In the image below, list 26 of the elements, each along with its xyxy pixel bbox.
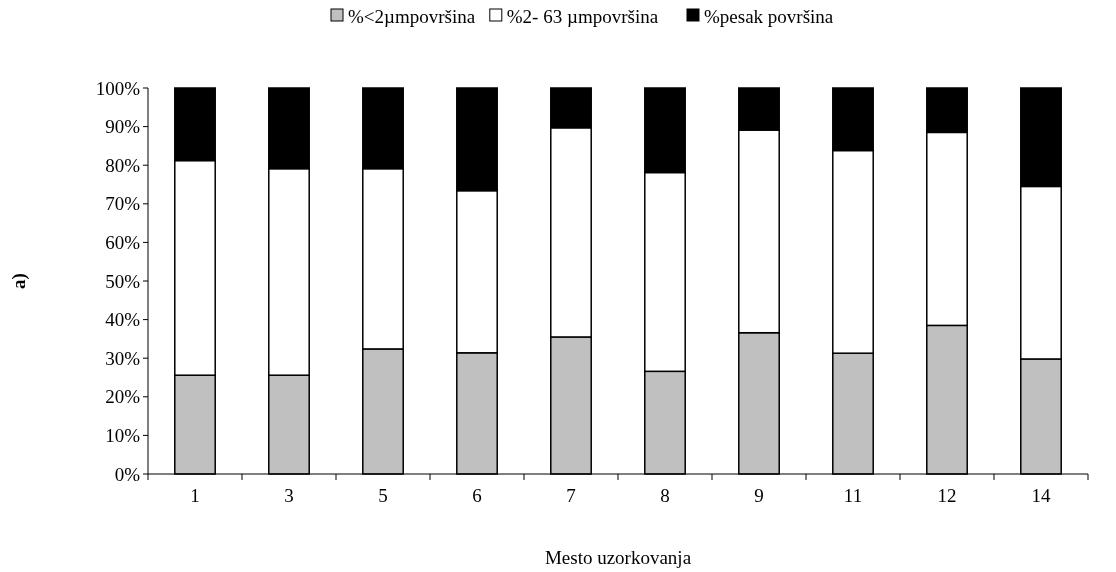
- y-tick-label: 70%: [105, 193, 141, 215]
- y-tick-label: 30%: [105, 347, 141, 369]
- x-tick-label: 3: [284, 485, 294, 506]
- x-axis-title: Mesto uzorkovanja: [544, 547, 692, 568]
- y-tick-label: 80%: [105, 154, 141, 176]
- x-tick-label: 11: [843, 485, 863, 506]
- legend-label: %2- 63 µmpovršina: [506, 5, 659, 27]
- y-tick-label: 90%: [105, 116, 141, 138]
- x-tick-label: 5: [378, 485, 388, 506]
- y-tick-label: 100%: [95, 77, 141, 99]
- y-tick-label: 50%: [105, 270, 141, 292]
- y-tick-label: 40%: [105, 309, 141, 331]
- x-tick-label: 8: [660, 485, 670, 506]
- y-axis-title: a): [8, 273, 30, 289]
- y-tick-label: 60%: [105, 232, 141, 254]
- legend-label: %<2µmpovršina: [348, 5, 476, 27]
- y-tick-label: 20%: [105, 386, 141, 408]
- y-tick-label: 10%: [105, 425, 141, 447]
- x-tick-label: 7: [566, 485, 576, 506]
- legend-label: %pesak površina: [704, 5, 834, 27]
- x-tick-label: 14: [1031, 485, 1051, 506]
- x-tick-label: 1: [190, 485, 200, 506]
- x-tick-label: 12: [937, 485, 957, 506]
- y-tick-label: 0%: [114, 463, 141, 485]
- x-tick-label: 9: [754, 485, 764, 506]
- x-tick-label: 6: [472, 485, 482, 506]
